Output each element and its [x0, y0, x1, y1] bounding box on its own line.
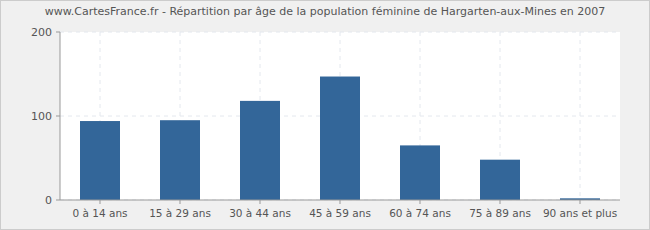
- y-tick: [56, 116, 60, 117]
- x-tick: [180, 200, 181, 204]
- chart-svg: www.CartesFrance.fr - Répartition par âg…: [0, 0, 650, 230]
- bar: [400, 145, 440, 200]
- x-tick: [420, 200, 421, 204]
- x-tick-label: 0 à 14 ans: [72, 207, 127, 219]
- y-tick-label: 100: [31, 110, 52, 123]
- x-tick-label: 45 à 59 ans: [309, 207, 371, 219]
- bar: [320, 77, 360, 200]
- x-tick-label: 30 à 44 ans: [229, 207, 291, 219]
- x-tick-label: 60 à 74 ans: [389, 207, 451, 219]
- grid-line-v: [580, 32, 581, 200]
- background: [1, 1, 650, 230]
- x-tick-label: 15 à 29 ans: [149, 207, 211, 219]
- x-tick-label: 75 à 89 ans: [469, 207, 531, 219]
- plot-area: [60, 32, 620, 200]
- bar: [160, 120, 200, 200]
- bar: [80, 121, 120, 200]
- x-tick-label: 90 ans et plus: [543, 207, 617, 219]
- x-tick: [500, 200, 501, 204]
- y-tick-label: 200: [31, 26, 52, 39]
- x-tick: [580, 200, 581, 204]
- y-tick-label: 0: [45, 194, 52, 207]
- bars: [80, 77, 600, 200]
- y-tick: [56, 32, 60, 33]
- title: www.CartesFrance.fr - Répartition par âg…: [45, 5, 606, 18]
- x-tick: [340, 200, 341, 204]
- bar: [480, 160, 520, 200]
- y-tick: [56, 200, 60, 201]
- y-axis: [60, 32, 61, 200]
- x-tick: [260, 200, 261, 204]
- x-tick: [100, 200, 101, 204]
- chart-container: www.CartesFrance.fr - Répartition par âg…: [0, 0, 650, 230]
- bar: [240, 101, 280, 200]
